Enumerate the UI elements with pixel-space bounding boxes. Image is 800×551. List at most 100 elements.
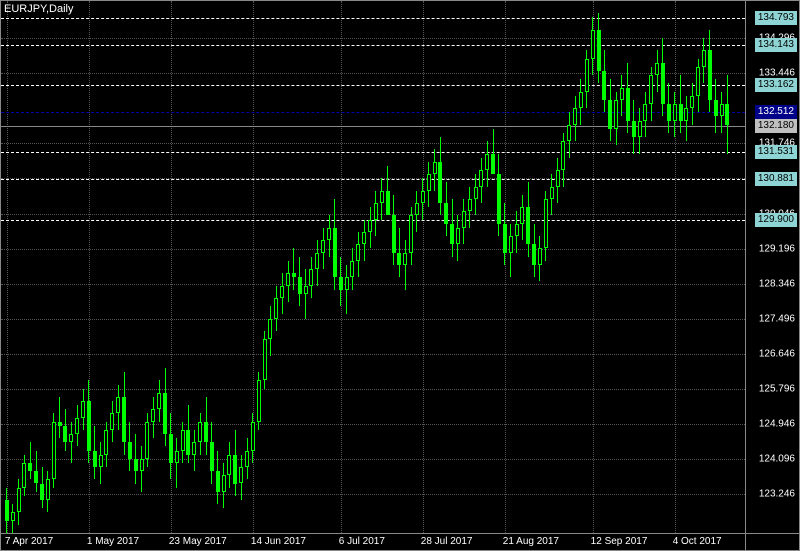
candle	[99, 1, 103, 533]
candle	[702, 1, 706, 533]
candle	[497, 1, 501, 533]
x-tick-label: 7 Apr 2017	[5, 536, 53, 547]
candle	[227, 1, 231, 533]
candle	[339, 1, 343, 533]
candle	[140, 1, 144, 533]
candle	[409, 1, 413, 533]
candle	[725, 1, 729, 533]
candle	[485, 1, 489, 533]
x-axis: 7 Apr 2017 1 May 2017 23 May 2017 14 Jun 20…	[1, 533, 745, 550]
candle	[503, 1, 507, 533]
candle	[602, 1, 606, 533]
x-tick-label: 14 Jun 2017	[251, 536, 306, 547]
candle	[192, 1, 196, 533]
candle	[526, 1, 530, 533]
candle	[116, 1, 120, 533]
candle	[22, 1, 26, 533]
candle	[263, 1, 267, 533]
candle	[210, 1, 214, 533]
candle	[58, 1, 62, 533]
candle	[561, 1, 565, 533]
candle	[474, 1, 478, 533]
y-tick-label: 126.646	[759, 348, 795, 359]
candle	[620, 1, 624, 533]
candle	[368, 1, 372, 533]
x-tick-label: 28 Jul 2017	[421, 536, 473, 547]
candle	[684, 1, 688, 533]
candle	[374, 1, 378, 533]
candle	[81, 1, 85, 533]
candle	[186, 1, 190, 533]
candle	[75, 1, 79, 533]
x-tick-label: 23 May 2017	[169, 536, 227, 547]
x-tick-label: 1 May 2017	[87, 536, 139, 547]
level-price-label: 129.900	[755, 213, 797, 227]
candle	[462, 1, 466, 533]
candle	[438, 1, 442, 533]
candle	[585, 1, 589, 533]
candle	[46, 1, 50, 533]
x-tick-label: 4 Oct 2017	[673, 536, 722, 547]
candle	[11, 1, 15, 533]
plot-area[interactable]	[1, 1, 745, 533]
candle	[5, 1, 9, 533]
x-tick-label: 21 Aug 2017	[503, 536, 559, 547]
candle	[667, 1, 671, 533]
candle	[169, 1, 173, 533]
candle	[69, 1, 73, 533]
candle	[608, 1, 612, 533]
candle	[532, 1, 536, 533]
candle	[40, 1, 44, 533]
y-tick-label: 125.796	[759, 383, 795, 394]
candle	[638, 1, 642, 533]
candle	[362, 1, 366, 533]
candle	[433, 1, 437, 533]
candle	[175, 1, 179, 533]
candle	[468, 1, 472, 533]
chart-container: EURJPY,Daily 123.246124.096124.946125.79…	[0, 0, 800, 551]
candle	[573, 1, 577, 533]
candle	[134, 1, 138, 533]
candle	[145, 1, 149, 533]
candle	[350, 1, 354, 533]
candle	[292, 1, 296, 533]
level-price-label: 134.143	[755, 38, 797, 52]
candle	[421, 1, 425, 533]
x-tick-label: 12 Sep 2017	[591, 536, 648, 547]
candle	[286, 1, 290, 533]
candle	[245, 1, 249, 533]
candle	[696, 1, 700, 533]
candle	[298, 1, 302, 533]
candle	[327, 1, 331, 533]
candle	[233, 1, 237, 533]
candle	[104, 1, 108, 533]
y-tick-label: 124.096	[759, 453, 795, 464]
candle	[579, 1, 583, 533]
candle	[87, 1, 91, 533]
candle	[181, 1, 185, 533]
level-price-label: 132.512	[755, 105, 797, 119]
candle	[257, 1, 261, 533]
x-tick-label: 6 Jul 2017	[339, 536, 385, 547]
candle	[550, 1, 554, 533]
candle	[538, 1, 542, 533]
candle	[17, 1, 21, 533]
candle	[204, 1, 208, 533]
candle	[714, 1, 718, 533]
candle	[509, 1, 513, 533]
candle	[626, 1, 630, 533]
candle	[239, 1, 243, 533]
candle	[520, 1, 524, 533]
candle	[93, 1, 97, 533]
candle	[34, 1, 38, 533]
candle	[450, 1, 454, 533]
candle	[63, 1, 67, 533]
candle	[567, 1, 571, 533]
candle	[491, 1, 495, 533]
candle	[356, 1, 360, 533]
candle	[268, 1, 272, 533]
axis-corner	[745, 533, 799, 550]
candle	[122, 1, 126, 533]
candle	[216, 1, 220, 533]
candle	[708, 1, 712, 533]
